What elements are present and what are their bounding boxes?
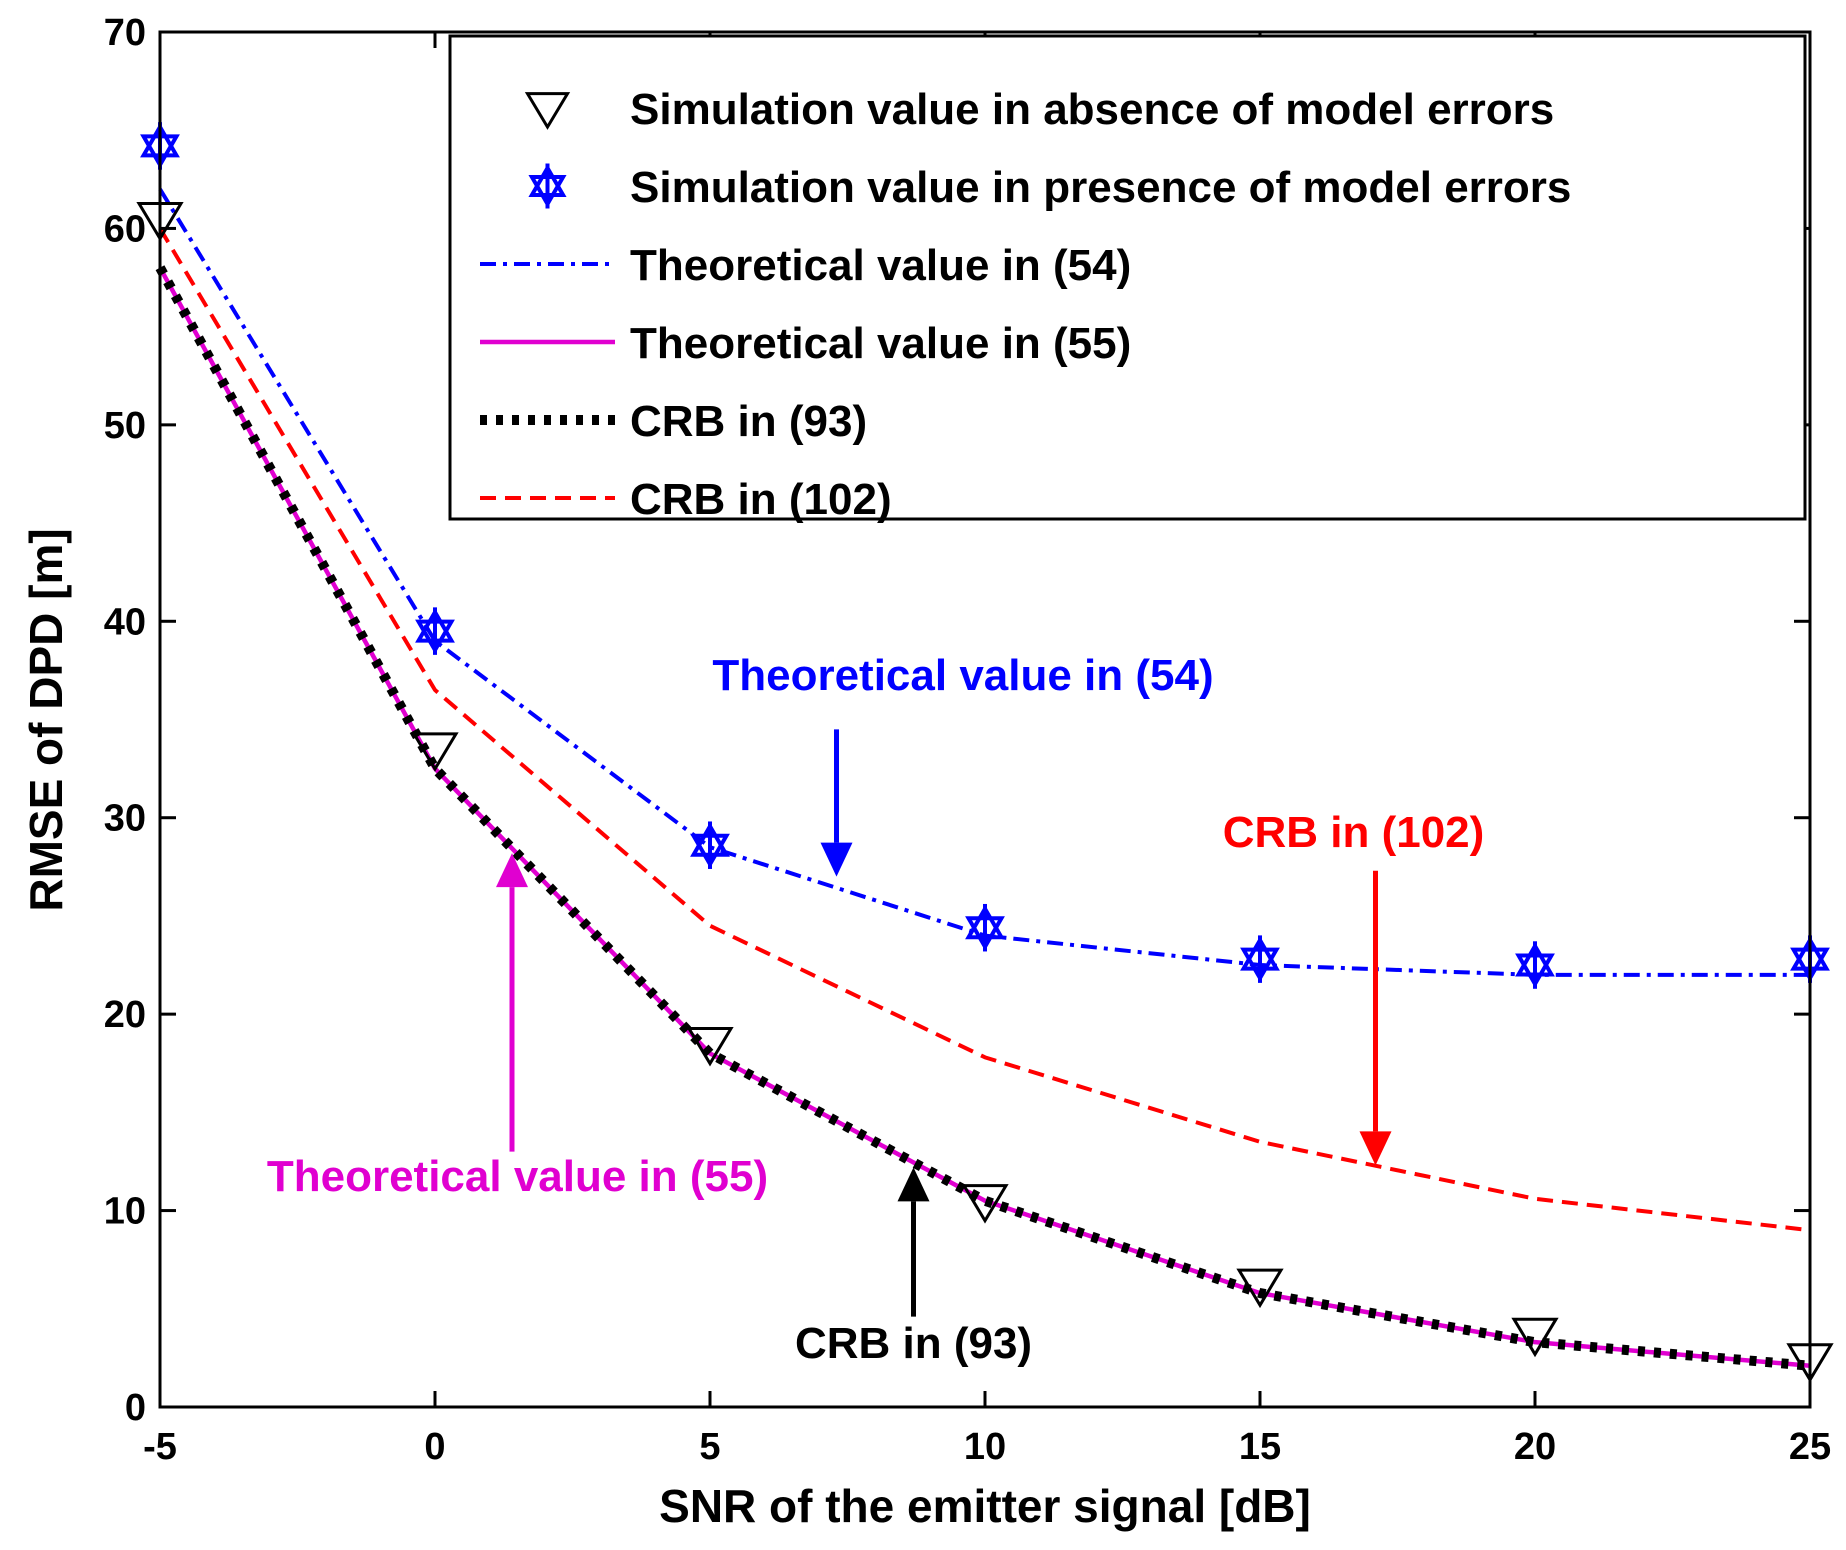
series-sim_presence-point bbox=[965, 903, 1005, 952]
legend-label-crb93: CRB in (93) bbox=[630, 397, 867, 446]
annotation-label: CRB in (102) bbox=[1223, 808, 1485, 857]
series-sim_absence-point bbox=[686, 1026, 734, 1067]
series-sim_presence-point bbox=[1515, 941, 1555, 989]
x-tick-label: 15 bbox=[1239, 1426, 1281, 1468]
y-tick-label: 70 bbox=[104, 12, 146, 54]
x-tick-label: 20 bbox=[1514, 1426, 1556, 1468]
y-tick-label: 20 bbox=[104, 994, 146, 1036]
annotation-arrow-head bbox=[897, 1167, 930, 1202]
y-tick-label: 50 bbox=[104, 405, 146, 447]
y-axis-label: RMSE of DPD [m] bbox=[20, 528, 72, 911]
series-sim_presence-point bbox=[1240, 935, 1280, 983]
series-sim_presence-point bbox=[415, 607, 455, 655]
annotation-arrow-head bbox=[496, 853, 528, 888]
legend-box bbox=[448, 34, 1807, 521]
legend-label-theory55: Theoretical value in (55) bbox=[630, 319, 1131, 368]
y-tick-label: 40 bbox=[104, 601, 146, 643]
legend-label-sim_presence: Simulation value in presence of model er… bbox=[630, 163, 1571, 212]
x-tick-label: 0 bbox=[424, 1426, 445, 1468]
annotation-label: Theoretical value in (54) bbox=[712, 651, 1213, 700]
series-crb102-line bbox=[158, 227, 1811, 1233]
annotation-label: CRB in (93) bbox=[795, 1319, 1032, 1368]
legend: Simulation value in absence of model err… bbox=[448, 34, 1807, 524]
x-tick-label: -5 bbox=[143, 1426, 177, 1468]
annotation-layer: Theoretical value in (54) CRB in (102) The… bbox=[267, 651, 1484, 1368]
series-sim_absence-point bbox=[411, 732, 459, 772]
y-tick-label: 0 bbox=[125, 1387, 146, 1429]
legend-swatch-sim_presence bbox=[528, 163, 567, 209]
legend-swatch-sim_absence bbox=[524, 92, 571, 130]
series-sim_presence-point bbox=[690, 821, 730, 869]
y-tick-label: 60 bbox=[104, 208, 146, 250]
series-layer bbox=[136, 122, 1834, 1383]
series-sim_absence-point bbox=[1236, 1268, 1284, 1309]
x-tick-label: 25 bbox=[1789, 1426, 1831, 1468]
annotation-arrow-head bbox=[1359, 1131, 1392, 1166]
series-sim_absence-point bbox=[1511, 1317, 1559, 1358]
y-tick-label: 30 bbox=[104, 798, 146, 840]
annotation-arrow-head bbox=[820, 842, 853, 877]
legend-label-crb102: CRB in (102) bbox=[630, 475, 892, 524]
y-tick-label: 10 bbox=[104, 1191, 146, 1233]
x-axis-label: SNR of the emitter signal [dB] bbox=[659, 1480, 1311, 1532]
annotation-label: Theoretical value in (55) bbox=[267, 1152, 768, 1201]
x-tick-label: 5 bbox=[699, 1426, 720, 1468]
x-tick-label: 10 bbox=[964, 1426, 1006, 1468]
legend-label-theory54: Theoretical value in (54) bbox=[630, 241, 1131, 290]
series-sim_absence-point bbox=[961, 1184, 1009, 1224]
legend-label-sim_absence: Simulation value in absence of model err… bbox=[630, 85, 1554, 134]
